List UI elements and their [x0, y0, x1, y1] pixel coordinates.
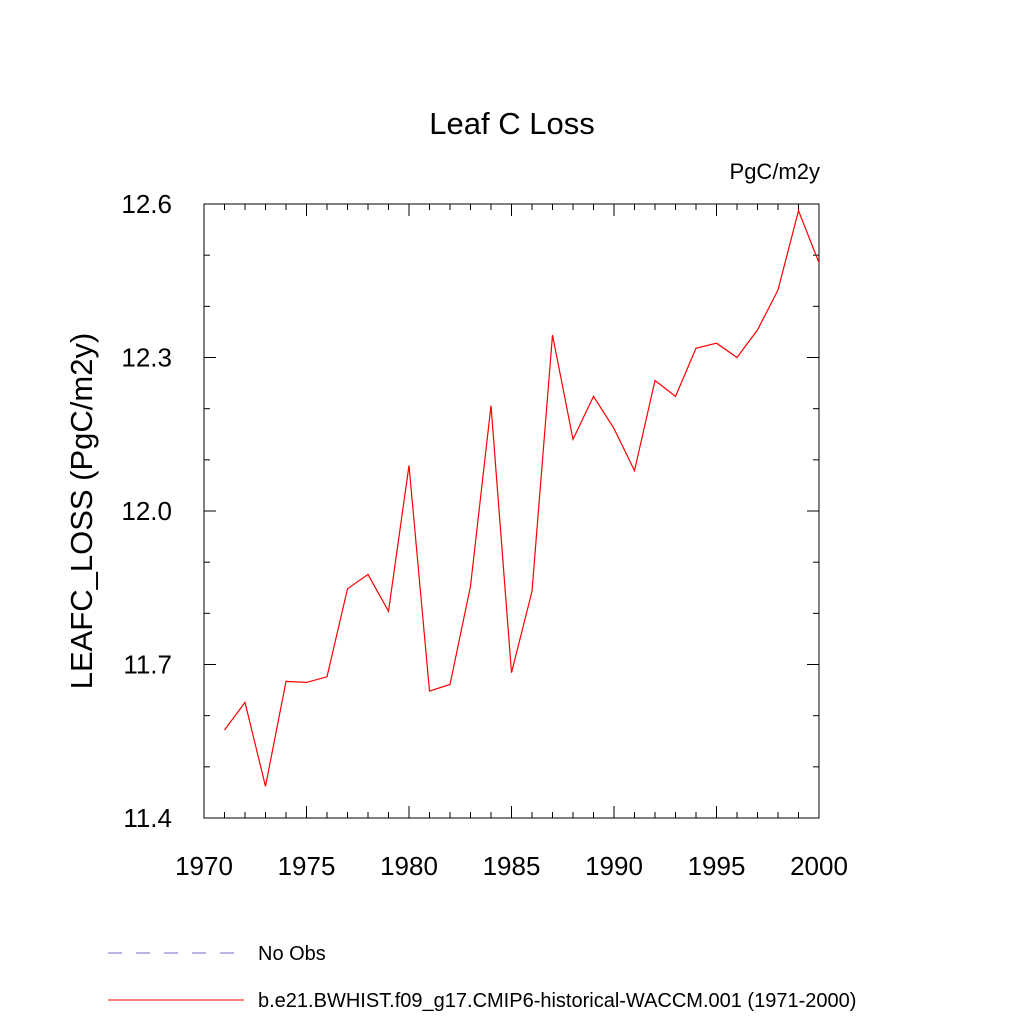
- x-tick-label: 1995: [688, 851, 746, 881]
- legend: No Obs b.e21.BWHIST.f09_g17.CMIP6-histori…: [108, 943, 856, 1012]
- x-tick-label: 1985: [483, 851, 541, 881]
- x-tick-label: 1970: [175, 851, 233, 881]
- y-tick-label: 12.3: [121, 343, 172, 373]
- y-tick-label: 12.6: [121, 189, 172, 219]
- y-tick-label: 11.7: [123, 650, 172, 680]
- x-tick-label: 1990: [585, 851, 643, 881]
- plot-frame: [203, 203, 820, 819]
- units-label: PgC/m2y: [730, 159, 820, 184]
- y-tick-label: 11.4: [123, 803, 172, 833]
- x-tick-label: 1980: [380, 851, 438, 881]
- y-axis-label: LEAFC_LOSS (PgC/m2y): [64, 333, 99, 690]
- x-tick-label: 2000: [790, 851, 848, 881]
- y-tick-label: 12.0: [121, 496, 172, 526]
- legend-label: b.e21.BWHIST.f09_g17.CMIP6-historical-WA…: [258, 990, 856, 1012]
- chart-title: Leaf C Loss: [429, 106, 594, 141]
- series-layer: [224, 208, 820, 787]
- axis-ticks: 1970 1975 1980 1985 1990 1995 2000 11.4 11.7 12.0…: [121, 189, 848, 881]
- x-tick-label: 1975: [278, 851, 336, 881]
- legend-label: No Obs: [258, 943, 326, 965]
- series-line: [224, 208, 820, 787]
